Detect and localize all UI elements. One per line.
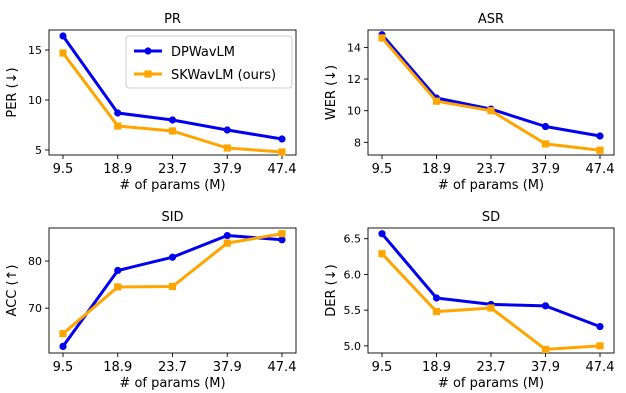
x-axis-label: # of params (M) xyxy=(438,178,544,193)
data-point-skwavlm xyxy=(114,283,122,291)
y-tick-label: 5.5 xyxy=(344,304,362,317)
y-tick-label: 8 xyxy=(354,136,361,149)
data-point-skwavlm xyxy=(541,140,550,148)
legend-label-dpwavlm: DPWavLM xyxy=(171,45,235,60)
data-point-dpwavlm xyxy=(432,294,441,302)
series-line-dpwavlm xyxy=(380,33,601,138)
legend-marker-skwavlm xyxy=(144,70,152,78)
data-point-dpwavlm xyxy=(168,116,177,124)
x-tick-label: 47.4 xyxy=(586,360,615,375)
x-axis-label: # of params (M) xyxy=(119,376,225,391)
x-tick-label: 23.7 xyxy=(477,360,506,375)
subplot-title: ASR xyxy=(478,12,504,27)
data-point-dpwavlm xyxy=(114,266,122,275)
data-point-skwavlm xyxy=(168,127,177,135)
plot-frame xyxy=(367,227,615,354)
legend-box xyxy=(125,35,293,89)
data-point-dpwavlm xyxy=(596,132,604,140)
subplot-sd: SD 9.5 18.9 23.7 37.9 47.4 5.0 5.5 6.0 6.5 # of pa… xyxy=(324,210,614,391)
data-point-skwavlm xyxy=(378,250,386,258)
data-point-skwavlm xyxy=(596,342,604,350)
data-point-skwavlm xyxy=(59,330,67,338)
y-axis-label: DER (↓) xyxy=(324,264,339,316)
x-tick-label: 47.4 xyxy=(586,162,615,177)
subplot-pr: PR 9.5 18.9 23.7 37.9 47.4 5 10 15 # of params (M… xyxy=(5,12,296,193)
data-point-dpwavlm xyxy=(114,109,122,117)
data-point-skwavlm xyxy=(59,49,67,57)
data-point-skwavlm xyxy=(487,107,495,115)
data-point-dpwavlm xyxy=(223,126,231,134)
x-tick-label: 9.5 xyxy=(53,162,74,177)
x-tick-label: 37.9 xyxy=(213,360,242,375)
y-tick-label: 14 xyxy=(347,41,361,54)
plot-frame xyxy=(48,227,297,354)
y-tick-label: 5 xyxy=(35,144,42,157)
data-point-skwavlm xyxy=(223,144,231,152)
data-point-dpwavlm xyxy=(596,322,604,331)
data-point-skwavlm xyxy=(168,282,177,291)
data-point-dpwavlm xyxy=(278,135,286,143)
x-tick-label: 9.5 xyxy=(53,360,74,375)
data-point-dpwavlm xyxy=(168,253,177,261)
x-tick-label: 9.5 xyxy=(372,162,393,177)
legend-marker-dpwavlm xyxy=(144,47,152,55)
legend: DPWavLM SKWavLM (ours) xyxy=(125,35,293,89)
data-point-skwavlm xyxy=(596,146,604,154)
data-point-skwavlm xyxy=(278,230,286,238)
y-axis-label: ACC (↑) xyxy=(5,265,20,317)
data-point-dpwavlm xyxy=(378,230,386,238)
subplot-title: SD xyxy=(482,210,500,225)
x-tick-label: 9.5 xyxy=(372,360,393,375)
x-tick-label: 23.7 xyxy=(158,360,187,375)
x-axis-label: # of params (M) xyxy=(119,178,225,193)
data-point-skwavlm xyxy=(278,148,286,156)
x-tick-label: 23.7 xyxy=(477,162,506,177)
subplot-title: PR xyxy=(164,12,181,27)
y-tick-label: 10 xyxy=(28,94,42,107)
data-point-skwavlm xyxy=(114,122,122,130)
series-line-dpwavlm xyxy=(380,232,601,329)
plot-frame xyxy=(367,29,615,156)
x-tick-label: 18.9 xyxy=(103,360,132,375)
data-point-skwavlm xyxy=(432,97,441,105)
data-point-skwavlm xyxy=(487,304,495,312)
data-point-dpwavlm xyxy=(541,122,550,131)
x-tick-label: 18.9 xyxy=(422,360,451,375)
data-point-dpwavlm xyxy=(278,236,286,244)
y-axis-label: WER (↓) xyxy=(324,65,339,120)
series-line-dpwavlm xyxy=(61,234,283,348)
x-tick-label: 47.4 xyxy=(268,360,297,375)
x-tick-label: 18.9 xyxy=(103,162,132,177)
y-tick-label: 15 xyxy=(28,44,42,57)
data-point-skwavlm xyxy=(223,239,231,247)
y-tick-label: 12 xyxy=(347,73,361,86)
series-line-skwavlm xyxy=(380,36,601,152)
legend-label-skwavlm: SKWavLM (ours) xyxy=(171,68,276,83)
x-tick-label: 37.9 xyxy=(531,162,560,177)
y-axis-label: PER (↓) xyxy=(5,67,20,117)
x-axis-label: # of params (M) xyxy=(438,376,544,391)
subplot-asr: ASR 9.5 18.9 23.7 37.9 47.4 8 10 12 14 # of params… xyxy=(324,12,614,193)
data-point-skwavlm xyxy=(541,345,550,354)
y-tick-label: 6.5 xyxy=(344,233,362,246)
data-point-dpwavlm xyxy=(541,302,550,310)
y-tick-label: 10 xyxy=(347,105,361,118)
x-tick-label: 37.9 xyxy=(531,360,560,375)
data-point-skwavlm xyxy=(432,307,441,316)
y-tick-label: 80 xyxy=(28,255,42,268)
x-tick-label: 37.9 xyxy=(213,162,242,177)
data-point-skwavlm xyxy=(378,34,386,42)
data-point-dpwavlm xyxy=(59,32,67,40)
x-tick-label: 23.7 xyxy=(158,162,187,177)
subplot-sid: SID 9.5 18.9 23.7 37.9 47.4 70 80 # of params (M… xyxy=(5,210,296,391)
y-tick-label: 6.0 xyxy=(344,268,362,281)
data-point-dpwavlm xyxy=(59,342,67,350)
x-tick-label: 47.4 xyxy=(268,162,297,177)
y-tick-label: 5.0 xyxy=(344,340,362,353)
data-point-dpwavlm xyxy=(223,231,231,240)
subplot-title: SID xyxy=(161,210,183,225)
y-tick-label: 70 xyxy=(28,302,42,315)
x-tick-label: 18.9 xyxy=(422,162,451,177)
